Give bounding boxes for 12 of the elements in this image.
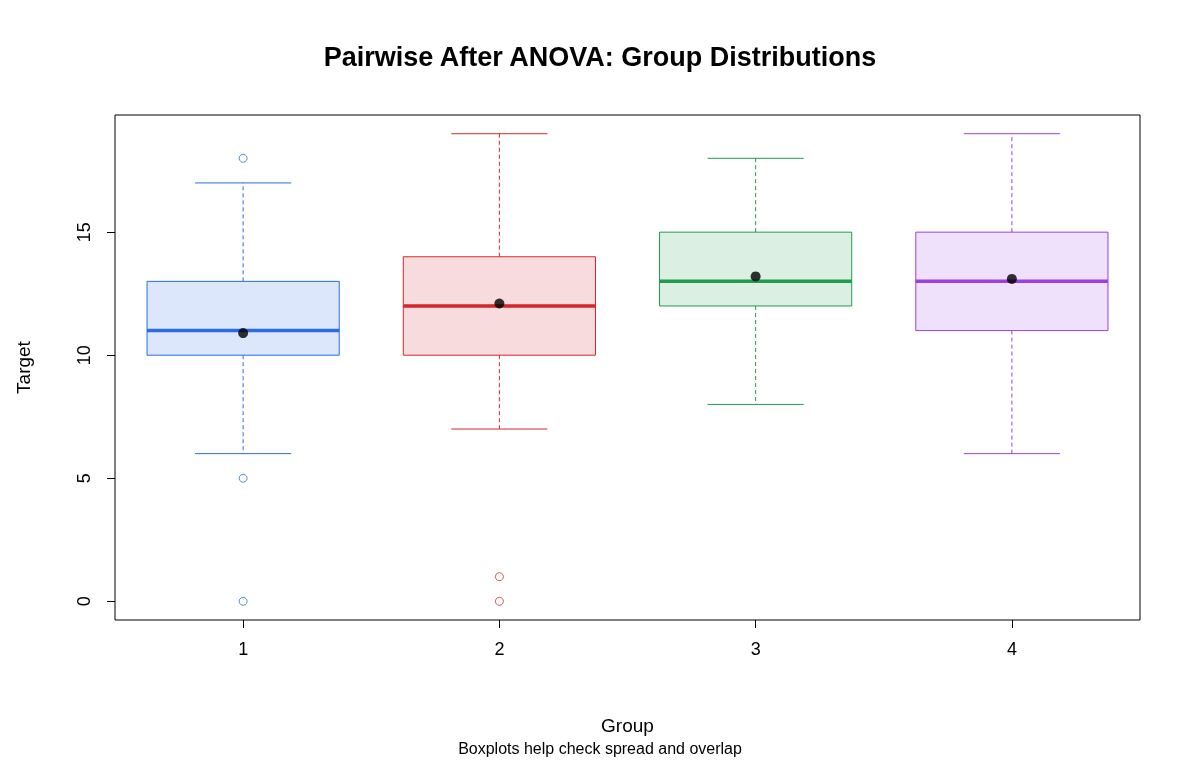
x-axis-title: Group xyxy=(601,715,654,736)
y-axis-title: Target xyxy=(13,340,34,394)
chart-title: Pairwise After ANOVA: Group Distributions xyxy=(323,41,877,72)
y-tick-label: 5 xyxy=(74,473,94,484)
x-tick-label: 2 xyxy=(494,639,505,659)
x-tick-label: 4 xyxy=(1006,639,1017,659)
y-tick-label: 0 xyxy=(74,596,94,607)
y-tick-label: 15 xyxy=(74,222,94,243)
text: Boxplots help check spread and overlap xyxy=(458,739,742,757)
x-tick-label: 1 xyxy=(238,639,249,659)
x-tick-label: 3 xyxy=(750,639,761,659)
y-tick-label: 10 xyxy=(74,345,94,366)
